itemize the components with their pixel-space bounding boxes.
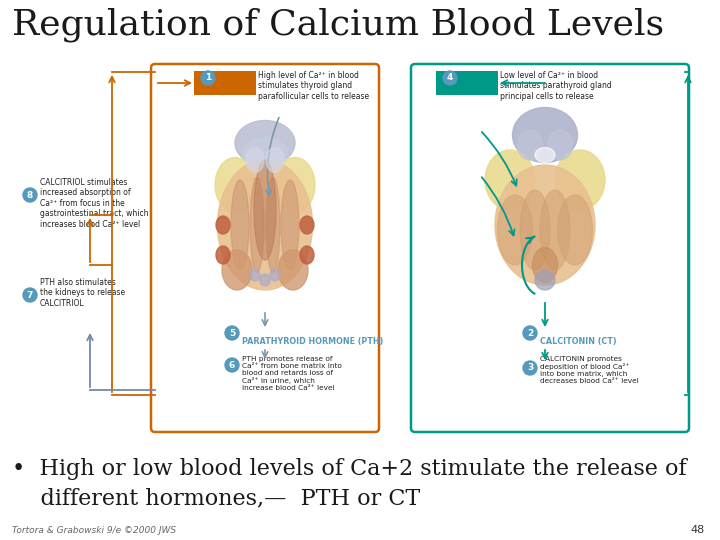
Ellipse shape: [215, 158, 255, 213]
Ellipse shape: [300, 216, 314, 234]
Text: 6: 6: [229, 361, 235, 369]
Ellipse shape: [260, 274, 270, 286]
Ellipse shape: [216, 216, 230, 234]
Text: Regulation of Calcium Blood Levels: Regulation of Calcium Blood Levels: [12, 8, 664, 43]
Ellipse shape: [520, 190, 550, 270]
Ellipse shape: [266, 178, 280, 273]
Text: •  High or low blood levels of Ca+2 stimulate the release of: • High or low blood levels of Ca+2 stimu…: [12, 458, 687, 480]
Text: 4: 4: [447, 73, 453, 83]
Circle shape: [443, 71, 457, 85]
Ellipse shape: [216, 246, 230, 264]
Text: 5: 5: [229, 328, 235, 338]
Ellipse shape: [540, 190, 570, 270]
Ellipse shape: [495, 165, 595, 285]
Text: different hormones,—  PTH or CT: different hormones,— PTH or CT: [12, 487, 420, 509]
Circle shape: [523, 361, 537, 375]
Ellipse shape: [555, 150, 605, 210]
FancyBboxPatch shape: [194, 71, 256, 95]
Text: 2: 2: [527, 328, 533, 338]
Ellipse shape: [243, 138, 287, 168]
Ellipse shape: [498, 195, 533, 265]
Circle shape: [23, 188, 37, 202]
Ellipse shape: [300, 246, 314, 264]
Text: 8: 8: [27, 191, 33, 199]
Text: PTH also stimulates
the kidneys to release
CALCITRIOL: PTH also stimulates the kidneys to relea…: [40, 278, 125, 308]
Text: High level of Ca²⁺ in blood
stimulates thyroid gland
parafollicular cells to rel: High level of Ca²⁺ in blood stimulates t…: [258, 71, 369, 101]
Text: 48: 48: [690, 525, 705, 535]
Text: PTH promotes release of
Ca²⁺ from bone matrix into
blood and retards loss of
Ca²: PTH promotes release of Ca²⁺ from bone m…: [242, 356, 342, 391]
Text: CALCITONIN promotes
deposition of blood Ca²⁺
into bone matrix, which
decreases b: CALCITONIN promotes deposition of blood …: [540, 356, 639, 384]
Circle shape: [225, 326, 239, 340]
Ellipse shape: [254, 160, 276, 260]
Ellipse shape: [557, 195, 593, 265]
Ellipse shape: [235, 120, 295, 165]
Ellipse shape: [250, 178, 264, 273]
Circle shape: [523, 326, 537, 340]
Text: CALCITONIN (CT): CALCITONIN (CT): [540, 337, 616, 346]
Circle shape: [225, 358, 239, 372]
Ellipse shape: [278, 250, 308, 290]
Ellipse shape: [281, 180, 299, 270]
Text: Low level of Ca²⁺ in blood
stimulates parathyroid gland
principal cells to relea: Low level of Ca²⁺ in blood stimulates pa…: [500, 71, 612, 101]
Circle shape: [23, 288, 37, 302]
Ellipse shape: [231, 180, 249, 270]
FancyBboxPatch shape: [436, 71, 498, 95]
Ellipse shape: [275, 158, 315, 213]
Ellipse shape: [547, 130, 572, 160]
Ellipse shape: [266, 147, 284, 172]
Text: 3: 3: [527, 363, 533, 373]
Ellipse shape: [222, 250, 252, 290]
Ellipse shape: [485, 150, 535, 210]
Ellipse shape: [535, 147, 555, 163]
Text: Tortora & Grabowski 9/e ©2000 JWS: Tortora & Grabowski 9/e ©2000 JWS: [12, 526, 176, 535]
Ellipse shape: [533, 247, 557, 282]
Ellipse shape: [535, 270, 555, 290]
Ellipse shape: [518, 130, 542, 160]
Ellipse shape: [217, 160, 312, 290]
Ellipse shape: [250, 269, 260, 281]
Text: 1: 1: [205, 73, 211, 83]
Ellipse shape: [513, 107, 577, 163]
Ellipse shape: [270, 269, 280, 281]
Text: CALCITRIOL stimulates
increased absorption of
Ca²⁺ from focus in the
gastrointes: CALCITRIOL stimulates increased absorpti…: [40, 178, 148, 228]
Ellipse shape: [246, 147, 264, 172]
Text: PARATHYROID HORMONE (PTH): PARATHYROID HORMONE (PTH): [242, 337, 383, 346]
Circle shape: [201, 71, 215, 85]
Text: 7: 7: [27, 291, 33, 300]
